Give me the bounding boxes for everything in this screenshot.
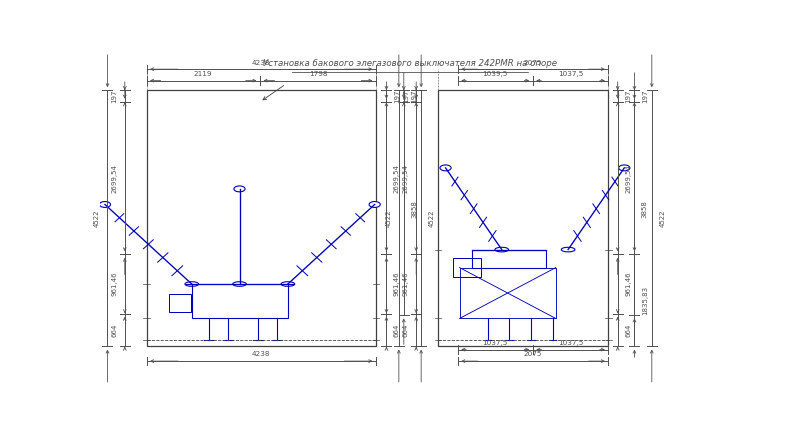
Text: 197: 197 [111,89,118,103]
Text: 3858: 3858 [642,200,648,218]
Ellipse shape [440,165,451,171]
Bar [146,90,376,346]
Text: 664: 664 [402,323,409,337]
Text: 4522: 4522 [94,210,100,227]
Text: 4522: 4522 [386,210,391,227]
Text: 664: 664 [111,323,118,337]
Bar [459,268,556,319]
Text: 197: 197 [402,89,409,103]
Ellipse shape [618,165,630,171]
Text: Установка бакового элегазового выключателя 242PMR на опоре: Установка бакового элегазового выключате… [263,59,557,68]
Text: 197: 197 [411,89,418,103]
Text: 4522: 4522 [429,210,434,227]
Bar [192,284,288,319]
Text: 961,46: 961,46 [111,272,118,296]
Text: 2699,54: 2699,54 [394,164,400,193]
Text: 664: 664 [394,323,400,337]
Text: 1037,5: 1037,5 [558,71,583,77]
Text: 2699,54: 2699,54 [402,164,409,193]
Text: 2699,54: 2699,54 [625,164,631,193]
Text: 961,46: 961,46 [402,272,409,296]
Text: 961,46: 961,46 [394,272,400,296]
Ellipse shape [234,186,245,192]
Text: 2699,54: 2699,54 [111,164,118,193]
Ellipse shape [99,201,110,207]
Bar [472,250,546,268]
Bar [454,258,482,277]
Text: 197: 197 [625,89,631,103]
Text: 2075: 2075 [524,60,542,66]
Text: 1039,5: 1039,5 [482,71,508,77]
Text: 2075: 2075 [524,351,542,357]
Text: 197: 197 [394,89,400,103]
Text: 3858: 3858 [411,200,418,218]
Text: 4238: 4238 [252,60,270,66]
Ellipse shape [369,201,380,207]
Text: 4522: 4522 [659,210,666,227]
Bar [170,294,191,312]
Text: 1037,5: 1037,5 [482,340,508,346]
Bar [438,90,608,346]
Text: 1037,5: 1037,5 [558,340,583,346]
Text: 4238: 4238 [252,351,270,357]
Text: 1798: 1798 [309,71,327,77]
Text: 197: 197 [642,89,648,103]
Text: 664: 664 [625,323,631,337]
Text: 1835,83: 1835,83 [642,286,648,315]
Text: 2119: 2119 [194,71,213,77]
Text: 961,46: 961,46 [625,272,631,296]
